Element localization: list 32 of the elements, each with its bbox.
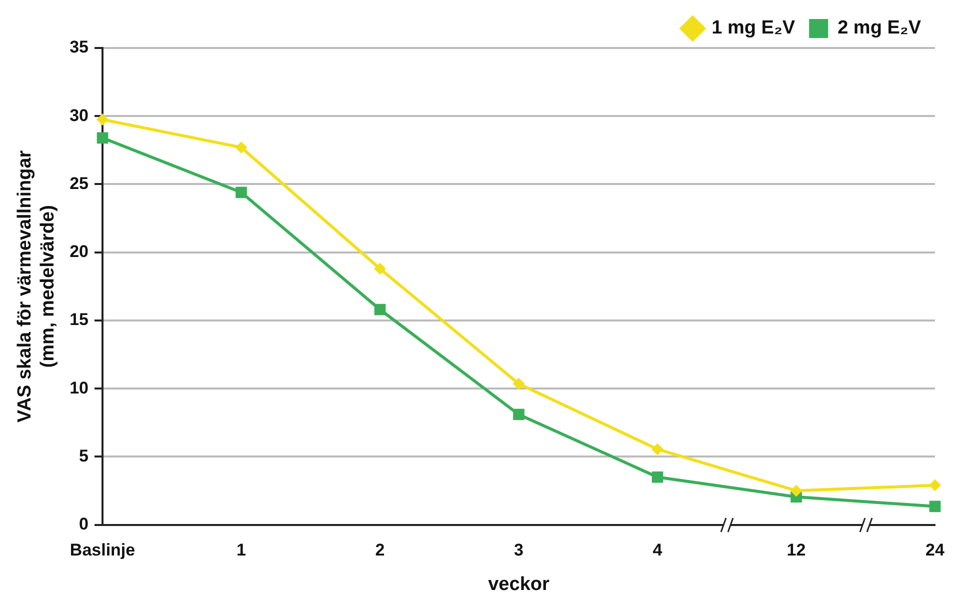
x-tick-label: 2 — [375, 540, 385, 560]
x-tick-label: 12 — [786, 540, 806, 560]
point — [929, 479, 941, 492]
y-tick-label: 35 — [70, 38, 89, 57]
point — [96, 132, 108, 144]
point — [512, 378, 525, 390]
legend-label: 1 mg E₂V — [712, 18, 796, 39]
y-tick-label: 25 — [70, 174, 89, 193]
y-axis-title: VAS skala för värmevallningar (mm, medelvärde) — [14, 150, 58, 422]
y-tick-label: 0 — [79, 514, 89, 534]
point — [652, 443, 664, 456]
x-tick-label: 24 — [926, 540, 945, 560]
y-tick-label: 15 — [70, 310, 89, 330]
point — [652, 471, 664, 483]
y-tick-label: 10 — [70, 378, 89, 398]
y-tick-label: 20 — [70, 242, 89, 262]
point — [929, 500, 941, 512]
point — [96, 114, 109, 126]
y-tick-label: 5 — [79, 446, 89, 466]
y-tick-label: 30 — [70, 106, 89, 125]
point — [513, 408, 524, 420]
x-tick-label: 4 — [652, 540, 663, 560]
point — [235, 141, 248, 154]
point — [236, 186, 247, 198]
legend-label: 2 mg E₂V — [838, 18, 922, 39]
x-tick-label: Baslinje — [70, 540, 136, 560]
x-tick-label: 3 — [514, 540, 524, 560]
point — [374, 304, 386, 316]
point — [790, 484, 802, 497]
point — [374, 262, 386, 275]
x-axis-title: veckor — [488, 574, 550, 595]
x-tick-label: 1 — [236, 540, 246, 560]
